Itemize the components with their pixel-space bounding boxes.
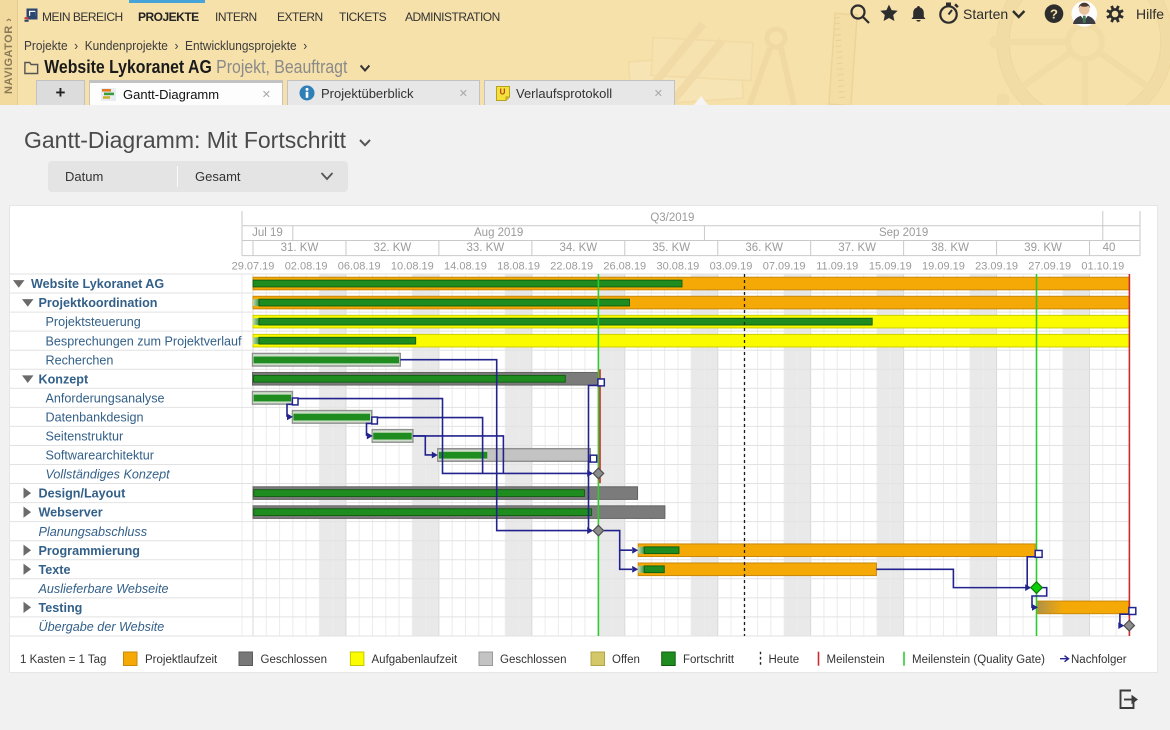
svg-text:Webserver: Webserver: [39, 506, 103, 520]
svg-text:Meilenstein: Meilenstein: [827, 654, 885, 666]
svg-text:06.08.19: 06.08.19: [338, 261, 381, 273]
svg-text:31. KW: 31. KW: [281, 242, 319, 254]
svg-text:Aufgabenlaufzeit: Aufgabenlaufzeit: [372, 654, 458, 666]
svg-text:39. KW: 39. KW: [1024, 242, 1062, 254]
svg-text:38. KW: 38. KW: [931, 242, 969, 254]
svg-text:33. KW: 33. KW: [467, 242, 505, 254]
svg-text:26.08.19: 26.08.19: [603, 261, 646, 273]
svg-text:Texte: Texte: [39, 563, 71, 577]
svg-text:Projektsteuerung: Projektsteuerung: [46, 315, 141, 329]
svg-text:37. KW: 37. KW: [838, 242, 876, 254]
svg-text:01.10.19: 01.10.19: [1081, 261, 1124, 273]
svg-text:Übergabe der Website: Übergabe der Website: [39, 620, 165, 634]
svg-text:1 Kasten = 1 Tag: 1 Kasten = 1 Tag: [20, 654, 106, 666]
svg-text:Jul 19: Jul 19: [252, 227, 283, 239]
svg-text:19.09.19: 19.09.19: [922, 261, 965, 273]
svg-text:Auslieferbare Webseite: Auslieferbare Webseite: [38, 582, 169, 596]
svg-text:Aug 2019: Aug 2019: [474, 227, 523, 239]
svg-text:Seitenstruktur: Seitenstruktur: [46, 430, 124, 444]
svg-text:Anforderungsanalyse: Anforderungsanalyse: [46, 391, 165, 405]
svg-text:36. KW: 36. KW: [745, 242, 783, 254]
svg-text:Sep 2019: Sep 2019: [879, 227, 928, 239]
svg-text:27.09.19: 27.09.19: [1028, 261, 1071, 273]
svg-text:Starten: Starten: [963, 6, 1008, 22]
svg-text:Design/Layout: Design/Layout: [39, 487, 127, 501]
svg-text:Konzept: Konzept: [39, 372, 89, 386]
svg-text:Meilenstein (Quality Gate): Meilenstein (Quality Gate): [912, 654, 1045, 666]
svg-text:15.09.19: 15.09.19: [869, 261, 912, 273]
svg-text:U: U: [500, 87, 506, 96]
svg-text:Projektlaufzeit: Projektlaufzeit: [145, 654, 218, 666]
svg-text:23.09.19: 23.09.19: [975, 261, 1018, 273]
svg-text:07.09.19: 07.09.19: [763, 261, 806, 273]
svg-text:Vollständiges Konzept: Vollständiges Konzept: [46, 468, 171, 482]
svg-text:Fortschritt: Fortschritt: [683, 654, 735, 666]
svg-text:30.08.19: 30.08.19: [656, 261, 699, 273]
svg-text:Nachfolger: Nachfolger: [1071, 654, 1127, 666]
svg-text:Planungsabschluss: Planungsabschluss: [39, 525, 148, 539]
svg-text:Testing: Testing: [39, 601, 83, 615]
svg-text:Website Lykoranet AG: Website Lykoranet AG: [31, 277, 164, 291]
svg-text:Projektkoordination: Projektkoordination: [39, 296, 158, 310]
svg-text:Hilfe: Hilfe: [1136, 6, 1164, 22]
svg-text:Geschlossen: Geschlossen: [500, 654, 566, 666]
svg-text:10.08.19: 10.08.19: [391, 261, 434, 273]
svg-text:03.09.19: 03.09.19: [710, 261, 753, 273]
svg-text:32. KW: 32. KW: [374, 242, 412, 254]
svg-text:Datenbankdesign: Datenbankdesign: [46, 410, 144, 424]
svg-text:Geschlossen: Geschlossen: [261, 654, 327, 666]
svg-text:Besprechungen zum Projektverla: Besprechungen zum Projektverlauf: [46, 334, 243, 348]
svg-text:Heute: Heute: [769, 654, 800, 666]
svg-text:35. KW: 35. KW: [652, 242, 690, 254]
svg-text:14.08.19: 14.08.19: [444, 261, 487, 273]
svg-text:Softwarearchitektur: Softwarearchitektur: [46, 449, 155, 463]
svg-text:11.09.19: 11.09.19: [816, 261, 858, 273]
svg-text:Q3/2019: Q3/2019: [650, 212, 694, 224]
svg-text:Recherchen: Recherchen: [46, 353, 114, 367]
svg-text:02.08.19: 02.08.19: [285, 261, 328, 273]
svg-text:?: ?: [1050, 6, 1058, 21]
svg-text:Programmierung: Programmierung: [39, 544, 140, 558]
svg-text:18.08.19: 18.08.19: [497, 261, 540, 273]
svg-text:29.07.19: 29.07.19: [232, 261, 275, 273]
svg-text:34. KW: 34. KW: [559, 242, 597, 254]
svg-text:40: 40: [1103, 242, 1116, 254]
svg-text:Offen: Offen: [612, 654, 640, 666]
svg-text:22.08.19: 22.08.19: [550, 261, 593, 273]
